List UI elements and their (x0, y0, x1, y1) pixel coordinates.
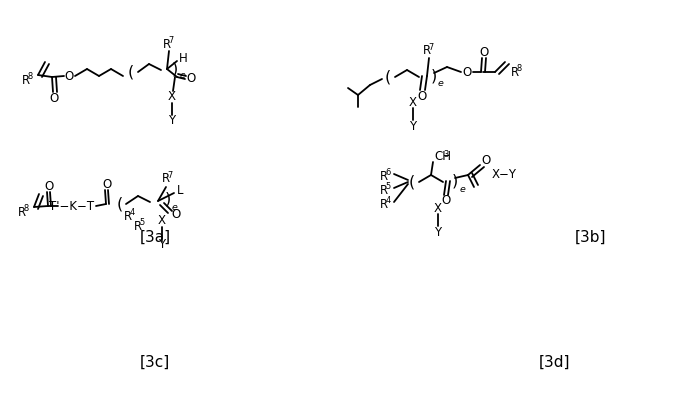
Text: CH: CH (434, 150, 451, 162)
Text: T'−K−T: T'−K−T (50, 200, 94, 212)
Text: O: O (45, 180, 54, 192)
Text: ): ) (165, 192, 171, 206)
Text: e: e (459, 184, 465, 194)
Text: 4: 4 (129, 208, 134, 217)
Text: R: R (511, 66, 519, 78)
Text: Y: Y (434, 226, 442, 238)
Text: O: O (50, 92, 59, 104)
Text: [3a]: [3a] (140, 230, 170, 244)
Text: 4: 4 (385, 196, 390, 205)
Text: H: H (179, 52, 187, 64)
Text: e: e (179, 72, 185, 80)
Text: 5: 5 (139, 218, 144, 227)
Text: O: O (480, 46, 489, 58)
Text: (: ( (117, 196, 123, 212)
Text: R: R (22, 74, 30, 86)
Text: R: R (380, 198, 388, 210)
Text: Y: Y (168, 114, 176, 128)
Text: O: O (172, 208, 181, 222)
Text: [3b]: [3b] (574, 230, 606, 244)
Text: 8: 8 (516, 64, 521, 73)
Text: O: O (103, 178, 112, 190)
Text: X−Y: X−Y (492, 168, 517, 180)
Text: (: ( (128, 64, 134, 80)
Text: X: X (409, 96, 417, 108)
Text: ): ) (452, 174, 458, 188)
Text: e: e (172, 204, 178, 212)
Text: L: L (177, 184, 184, 198)
Text: [3d]: [3d] (540, 354, 571, 370)
Text: X: X (168, 90, 176, 104)
Text: ): ) (431, 68, 437, 84)
Text: R: R (162, 172, 170, 186)
Text: e: e (438, 80, 444, 88)
Text: R: R (423, 44, 431, 58)
Text: O: O (417, 90, 426, 102)
Text: 3: 3 (444, 150, 449, 159)
Text: 7: 7 (168, 36, 173, 45)
Text: [3c]: [3c] (140, 354, 170, 370)
Text: X: X (434, 202, 442, 214)
Text: 7: 7 (167, 171, 172, 180)
Text: O: O (482, 154, 491, 168)
Text: R: R (163, 38, 171, 50)
Text: O: O (64, 70, 73, 82)
Text: R: R (18, 206, 26, 218)
Text: Y: Y (410, 120, 417, 132)
Text: (: ( (409, 174, 415, 190)
Text: R: R (134, 220, 142, 232)
Text: Y: Y (158, 238, 165, 252)
Text: O: O (441, 194, 451, 208)
Text: 8: 8 (27, 72, 32, 81)
Text: O: O (462, 66, 472, 78)
Text: 7: 7 (428, 43, 433, 52)
Text: O: O (186, 72, 195, 84)
Text: ): ) (172, 62, 178, 76)
Text: 6: 6 (385, 168, 390, 177)
Text: 5: 5 (385, 182, 390, 191)
Text: 8: 8 (23, 204, 29, 213)
Text: R: R (380, 184, 388, 196)
Text: R: R (380, 170, 388, 182)
Text: R: R (124, 210, 132, 222)
Text: (: ( (385, 70, 391, 84)
Text: X: X (158, 214, 166, 228)
